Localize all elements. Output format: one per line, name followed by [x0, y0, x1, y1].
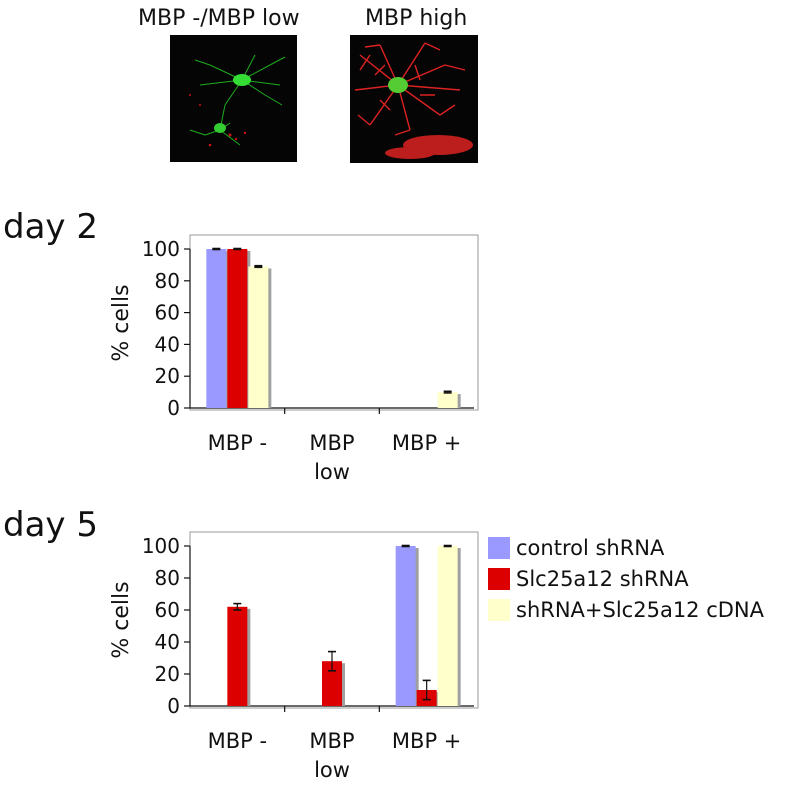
legend-swatch-slc25a12-shrna [488, 567, 510, 590]
micrograph-label-mbp-high: MBP high [365, 6, 468, 31]
bar-control [206, 249, 227, 408]
legend-swatch-control [488, 536, 510, 559]
x-tick-label: MBP - [208, 431, 267, 455]
y-tick-label: 80 [155, 269, 180, 293]
y-tick-label: 0 [167, 694, 180, 718]
bar-rescue [437, 546, 458, 706]
y-tick-label: 100 [142, 534, 180, 558]
x-tick-label: MBP + [392, 729, 461, 753]
legend: control shRNA Slc25a12 shRNA shRNA+Slc25… [488, 532, 764, 625]
bar-slc25a12-shrna [227, 606, 248, 706]
panel-label-day2: day 2 [3, 207, 98, 247]
y-tick-label: 20 [155, 662, 180, 686]
bar-rescue [248, 266, 269, 408]
micrograph-mbp-high-drawing [354, 42, 473, 159]
y-tick-label: 100 [142, 237, 180, 261]
y-tick-label: 60 [155, 301, 180, 325]
y-axis-label: % cells [109, 581, 134, 658]
chart-day5: 0 20 40 60 80 100 % cells MBP - MBP low MBP + [109, 531, 479, 782]
x-tick-label-line2: low [314, 460, 350, 484]
bar-slc25a12-shrna [227, 249, 248, 408]
legend-item-slc25a12-shrna: Slc25a12 shRNA [488, 563, 764, 594]
y-tick-label: 0 [167, 396, 180, 420]
bar-slc25a12-shrna [322, 661, 342, 706]
legend-text-control: control shRNA [516, 535, 665, 560]
micrograph-label-mbp-low: MBP -/MBP low [138, 6, 300, 31]
x-tick-label: MBP - [208, 729, 267, 753]
micrograph-mbp-high [350, 35, 478, 163]
y-axis-label: % cells [109, 284, 134, 361]
chart-day2: 0 20 40 60 80 100 % cells MBP - MBP low MBP + [109, 234, 479, 484]
legend-text-rescue: shRNA+Slc25a12 cDNA [516, 597, 765, 622]
y-tick-label: 40 [155, 332, 180, 356]
legend-item-rescue: shRNA+Slc25a12 cDNA [488, 594, 764, 625]
legend-item-control: control shRNA [488, 532, 764, 563]
y-tick-label: 40 [155, 630, 180, 654]
micrograph-mbp-low-drawing [189, 54, 286, 147]
y-tick-label: 80 [155, 566, 180, 590]
legend-text-slc25a12-shrna: Slc25a12 shRNA [516, 566, 689, 591]
x-tick-label: MBP [309, 431, 354, 455]
micrograph-mbp-low [170, 35, 297, 162]
bar-rescue [437, 392, 458, 408]
bar-control [395, 546, 416, 706]
y-tick-label: 20 [155, 364, 180, 388]
x-tick-label: MBP + [392, 431, 461, 455]
panel-label-day5: day 5 [3, 505, 98, 545]
x-tick-label: MBP [309, 729, 354, 753]
legend-swatch-rescue [488, 598, 510, 621]
x-tick-label-line2: low [314, 758, 350, 782]
y-tick-label: 60 [155, 598, 180, 622]
